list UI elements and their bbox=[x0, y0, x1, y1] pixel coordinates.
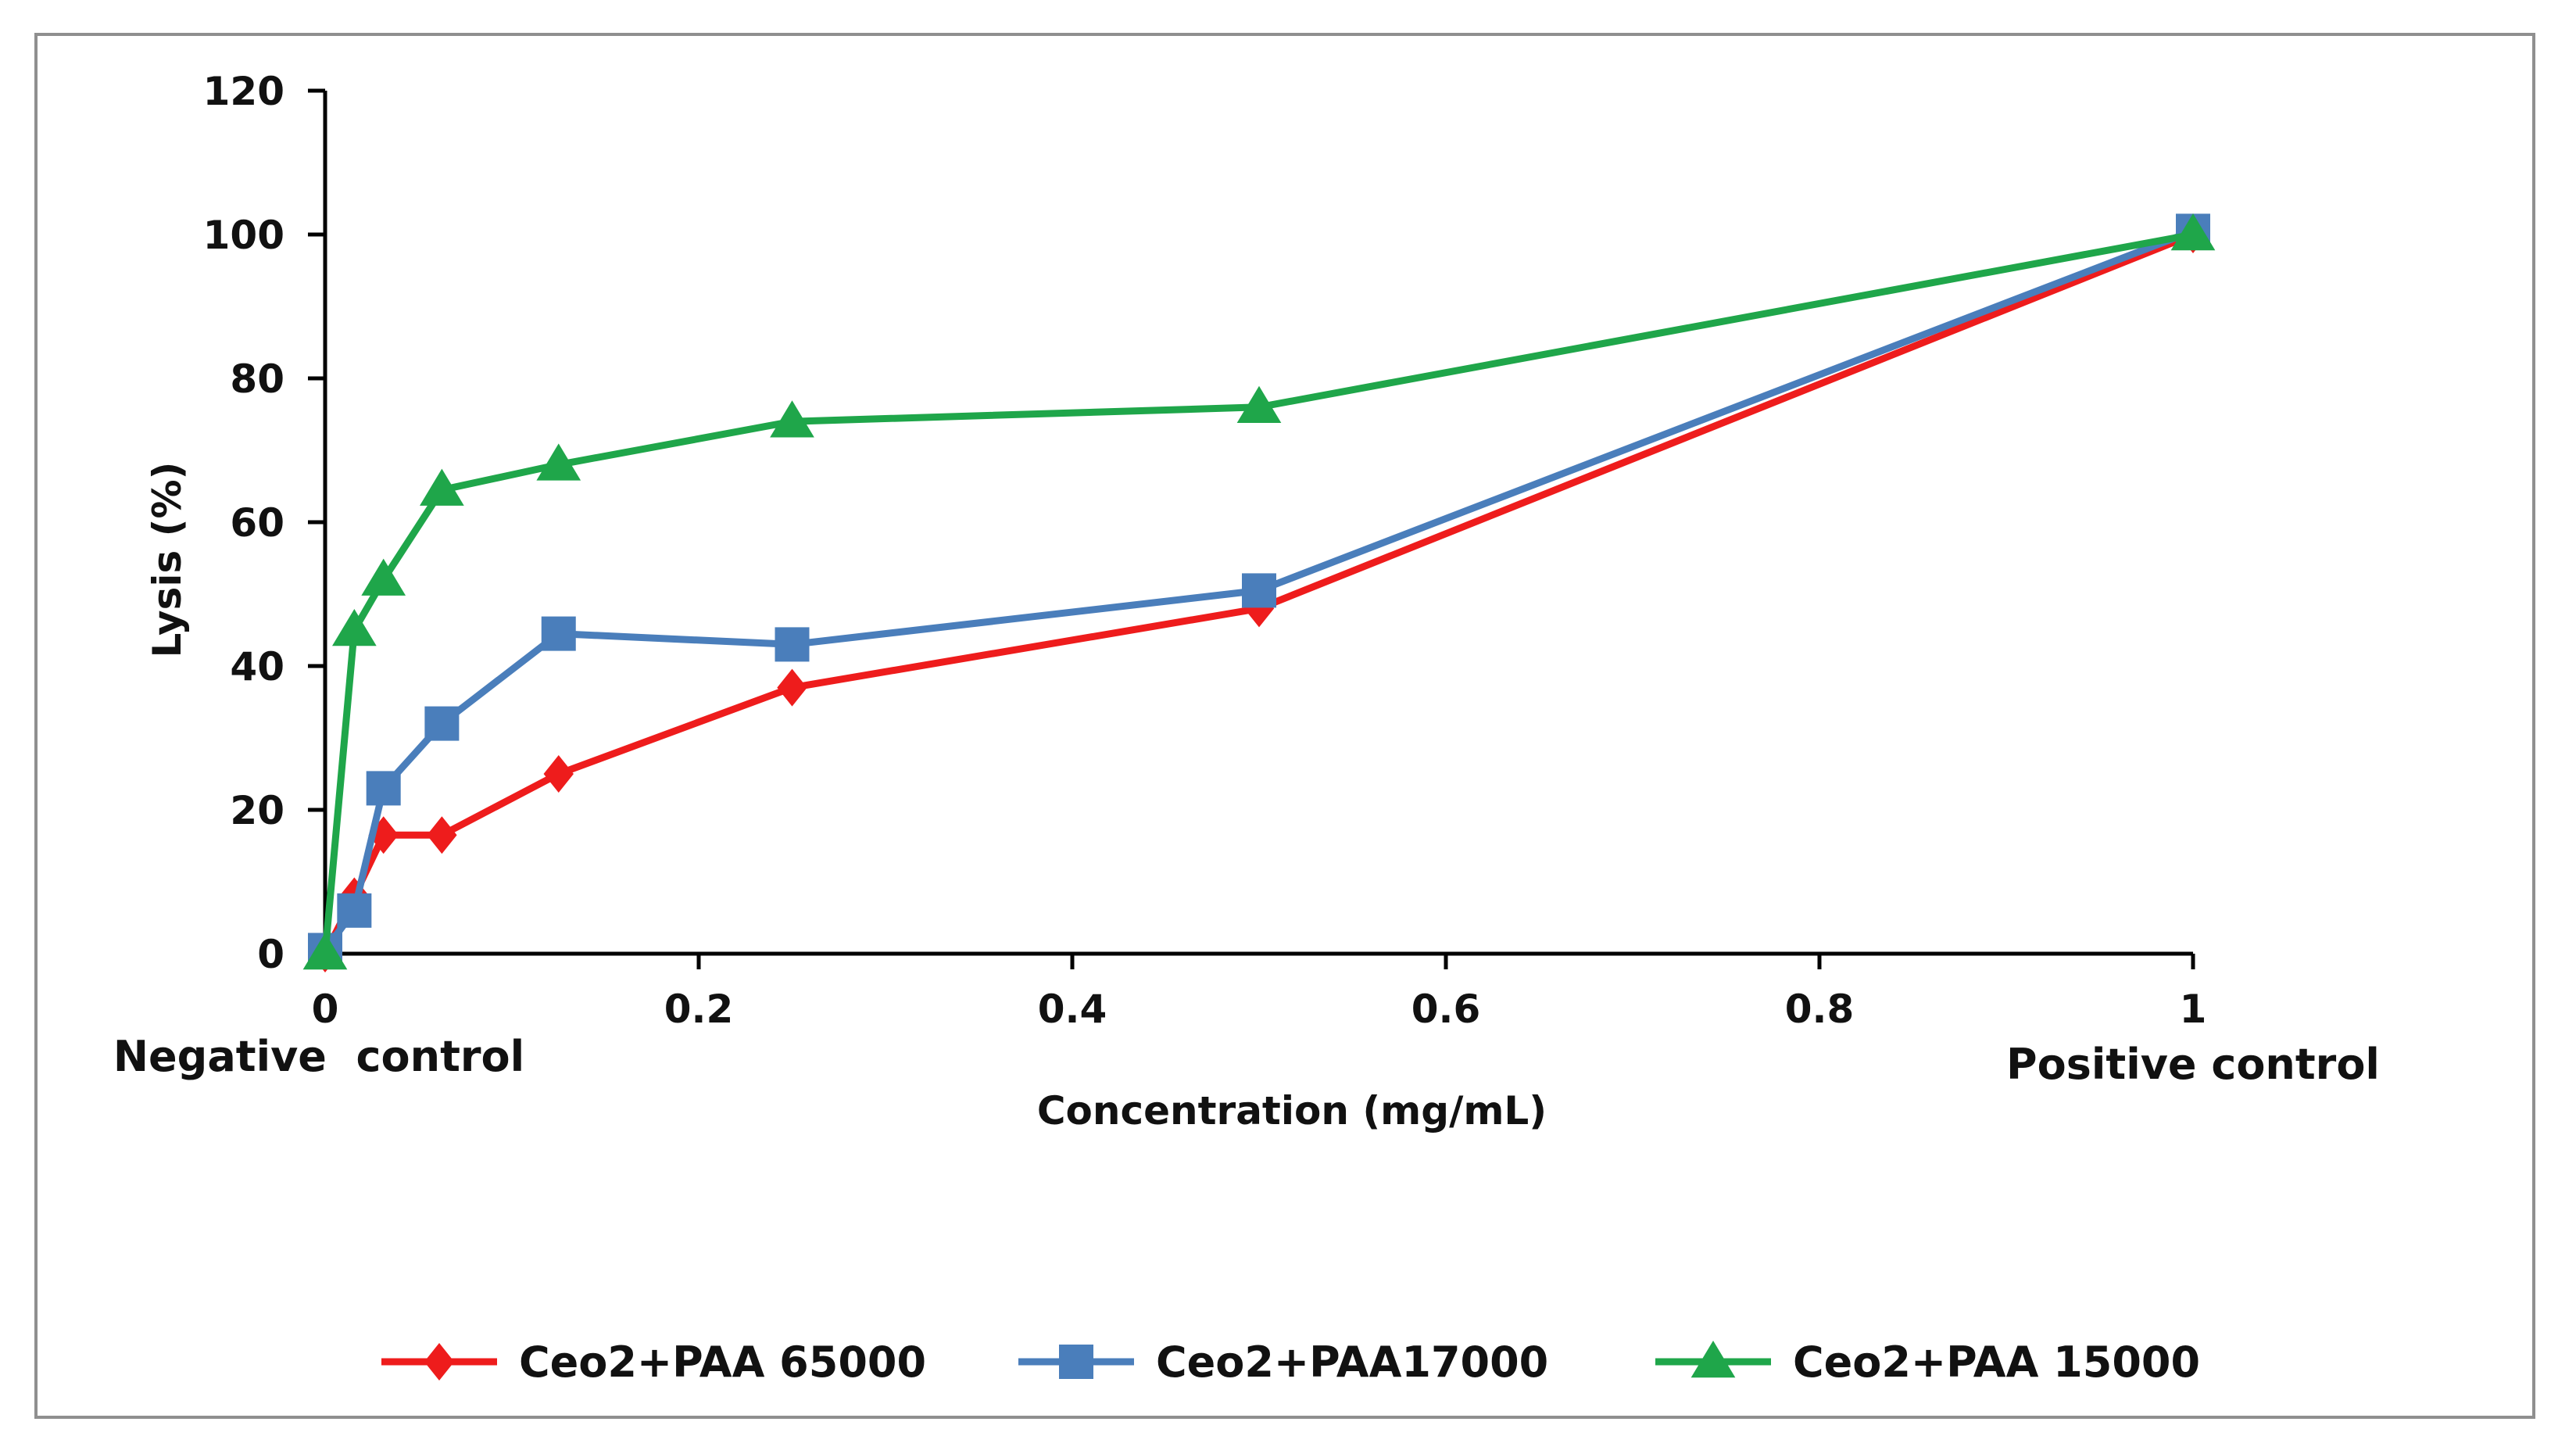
legend-label: Ceo2+PAA17000 bbox=[1156, 1338, 1548, 1387]
legend-label: Ceo2+PAA 65000 bbox=[519, 1338, 926, 1387]
chart-frame: 0 20 40 60 80 100 120 0 0.2 0.4 0.6 0.8 1 Negative … bbox=[34, 33, 2535, 1419]
y-tick-label: 80 bbox=[230, 356, 284, 402]
legend-entry: Ceo2+PAA 65000 bbox=[381, 1338, 926, 1387]
legend-entry: Ceo2+PAA17000 bbox=[1018, 1338, 1548, 1387]
data-point bbox=[543, 755, 574, 793]
legend-label: Ceo2+PAA 15000 bbox=[1793, 1338, 2200, 1387]
y-tick-label: 40 bbox=[230, 644, 284, 689]
data-point bbox=[361, 558, 406, 596]
series-layer bbox=[302, 213, 2216, 972]
y-tick-label: 120 bbox=[203, 69, 284, 114]
y-tick-label: 0 bbox=[257, 932, 284, 977]
legend-swatch-marker bbox=[424, 1343, 455, 1381]
data-point bbox=[302, 933, 348, 970]
data-point bbox=[1236, 385, 1282, 424]
y-tick-label: 100 bbox=[203, 213, 284, 258]
x-tick-label: 0.6 bbox=[1411, 987, 1481, 1032]
legend-entry: Ceo2+PAA 15000 bbox=[1655, 1338, 2200, 1387]
x-tick-label: 0 bbox=[312, 987, 339, 1032]
data-point bbox=[775, 627, 810, 662]
lysis-line-chart: 0 20 40 60 80 100 120 0 0.2 0.4 0.6 0.8 1 Negative … bbox=[113, 69, 2380, 1387]
x-tick-label: 0.2 bbox=[664, 987, 734, 1032]
data-point bbox=[770, 400, 814, 438]
y-axis-title: Lysis (%) bbox=[145, 462, 190, 658]
series-group bbox=[302, 213, 2216, 970]
legend-swatch-marker bbox=[1690, 1341, 1736, 1378]
x-ticks: 0 0.2 0.4 0.6 0.8 1 bbox=[312, 954, 2207, 1032]
x-axis-title: Concentration (mg/mL) bbox=[1037, 1088, 1547, 1133]
data-point bbox=[337, 893, 372, 928]
x-tick-label: 0.8 bbox=[1785, 987, 1855, 1032]
legend-swatch-marker bbox=[1059, 1345, 1093, 1379]
y-ticks: 0 20 40 60 80 100 120 bbox=[203, 69, 325, 977]
axes bbox=[323, 91, 2193, 956]
data-point bbox=[368, 816, 399, 854]
x-tick-label: 0.4 bbox=[1038, 987, 1107, 1032]
series-line bbox=[321, 227, 2197, 954]
data-point bbox=[424, 706, 460, 741]
positive-control-label: Positive control bbox=[2006, 1040, 2380, 1089]
legend: Ceo2+PAA 65000 Ceo2+PAA17000 Ceo2+PAA 1500… bbox=[381, 1338, 2200, 1387]
data-point bbox=[366, 771, 401, 806]
x-tick-label: 1 bbox=[2180, 987, 2207, 1032]
data-point bbox=[420, 468, 464, 506]
data-point bbox=[1242, 573, 1276, 608]
data-point bbox=[777, 668, 807, 707]
y-tick-label: 20 bbox=[230, 788, 284, 833]
y-tick-label: 60 bbox=[230, 500, 284, 546]
series-group bbox=[308, 213, 2210, 968]
data-point bbox=[331, 609, 377, 646]
data-point bbox=[2170, 213, 2216, 251]
data-point bbox=[536, 443, 581, 481]
data-point bbox=[427, 816, 457, 854]
data-point bbox=[541, 616, 576, 651]
negative-control-label: Negative control bbox=[113, 1032, 524, 1081]
